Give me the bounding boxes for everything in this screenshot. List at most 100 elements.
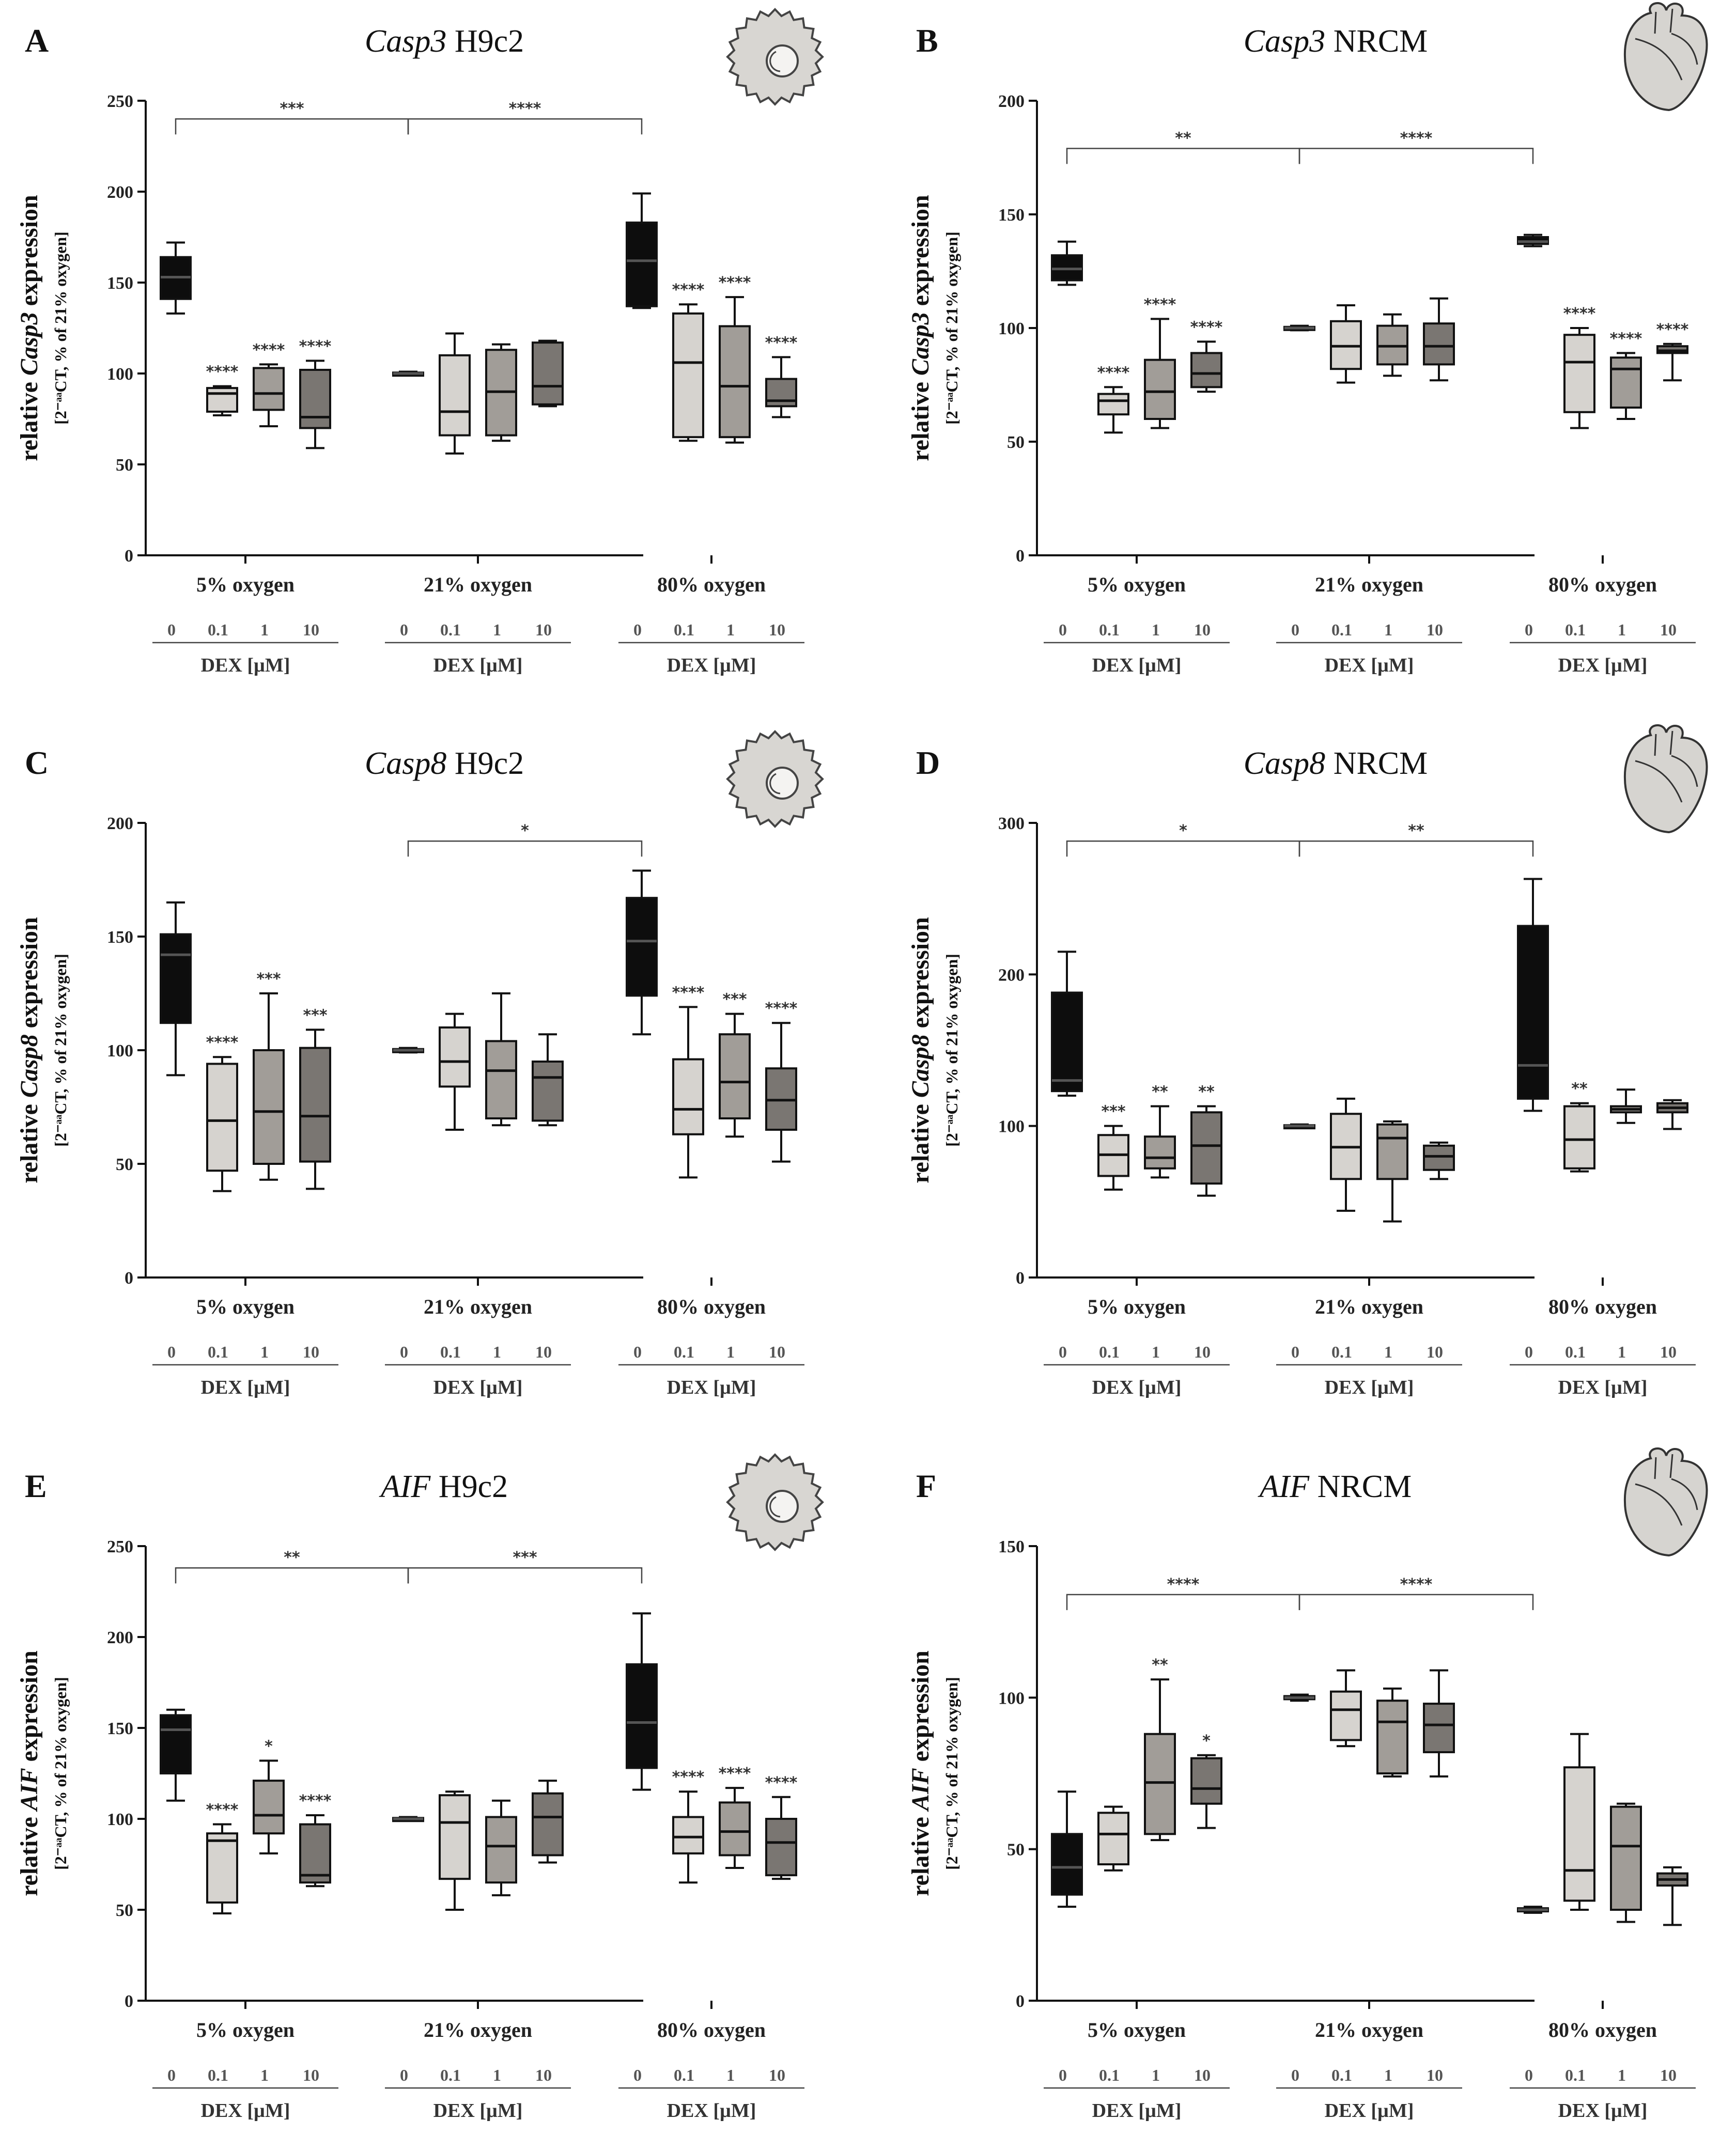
dose-label: 0 xyxy=(1291,2066,1299,2084)
significance-label: *** xyxy=(303,1006,327,1024)
significance-label: **** xyxy=(765,1774,798,1792)
box xyxy=(253,1780,285,1835)
dose-label: 10 xyxy=(769,1343,785,1361)
box-plot xyxy=(532,339,564,408)
dose-label: 10 xyxy=(1194,2066,1211,2084)
y-tick-label: 100 xyxy=(107,1041,133,1061)
y-axis-label: relative Casp3 expression xyxy=(907,195,934,461)
group-label: 80% oxygen xyxy=(657,2018,766,2042)
dose-label: 1 xyxy=(1618,2066,1626,2084)
dex-label: DEX [µM] xyxy=(1325,1377,1414,1398)
significance-label: ** xyxy=(1152,1656,1168,1674)
dose-label: 0 xyxy=(1059,2066,1067,2084)
significance-label: *** xyxy=(722,991,747,1009)
dose-label: 10 xyxy=(535,1343,552,1361)
y-tick-label: 200 xyxy=(107,183,133,202)
box-plot: **** xyxy=(206,1034,239,1192)
bracket-label: * xyxy=(521,822,529,840)
y-tick-label: 100 xyxy=(107,365,133,384)
box-plot: ** xyxy=(1144,1656,1176,1842)
y-axis-label: relative Casp8 expression xyxy=(907,917,934,1183)
panel-letter: F xyxy=(916,1468,936,1504)
group-label: 21% oxygen xyxy=(424,573,532,596)
ylabel-pre: relative xyxy=(907,1098,934,1183)
panel-title: AIF NRCM xyxy=(1258,1469,1412,1504)
box xyxy=(1330,1690,1362,1741)
panel-letter: A xyxy=(25,22,49,59)
box-plot: **** xyxy=(765,1000,798,1163)
box-plot: **** xyxy=(672,984,705,1179)
panel-letter: E xyxy=(25,1468,47,1504)
box xyxy=(626,897,658,997)
box xyxy=(1144,359,1176,420)
box-plot xyxy=(626,869,658,1036)
box xyxy=(1610,356,1642,409)
box-plot xyxy=(1517,878,1549,1112)
box xyxy=(1097,393,1129,416)
dose-label: 1 xyxy=(260,2066,269,2084)
significance-label: ** xyxy=(1152,1083,1168,1101)
title-cell: H9c2 xyxy=(455,24,524,59)
dex-label: DEX [µM] xyxy=(667,1377,756,1398)
box xyxy=(1563,1105,1595,1170)
dose-label: 0.1 xyxy=(208,620,228,639)
title-gene: Casp3 xyxy=(1244,24,1325,59)
dose-label: 1 xyxy=(493,1343,501,1361)
box-plot xyxy=(1283,324,1315,332)
box xyxy=(1190,352,1222,388)
box xyxy=(719,325,751,439)
significance-label: ** xyxy=(1571,1080,1588,1098)
significance-bracket xyxy=(1066,148,1300,164)
y-tick-label: 300 xyxy=(998,814,1025,833)
heart-icon xyxy=(1623,1447,1708,1557)
dose-label: 1 xyxy=(493,620,501,639)
y-tick-label: 0 xyxy=(125,547,133,566)
significance-label: **** xyxy=(253,341,285,359)
dex-label: DEX [µM] xyxy=(201,2100,290,2122)
significance-label: **** xyxy=(1610,330,1642,348)
significance-label: **** xyxy=(299,1792,332,1810)
y-axis-label: relative AIF expression xyxy=(16,1650,43,1896)
significance-label: * xyxy=(265,1737,273,1755)
group-label: 21% oxygen xyxy=(1315,573,1423,596)
box xyxy=(1097,1812,1129,1865)
y-axis-sublabel: [2⁻ᵃᵃCT, % of 21% oxygen] xyxy=(942,231,961,425)
heart-vessels xyxy=(1635,1454,1698,1526)
dose-label: 1 xyxy=(1384,620,1392,639)
heart-outline xyxy=(1623,2,1708,112)
dose-label: 10 xyxy=(1427,2066,1443,2084)
group-label: 5% oxygen xyxy=(1088,2018,1186,2042)
box xyxy=(160,933,192,1024)
heart-outline xyxy=(1623,1447,1708,1557)
significance-label: *** xyxy=(256,970,281,988)
box-plot xyxy=(392,370,424,377)
significance-label: **** xyxy=(765,334,798,352)
box xyxy=(439,1026,471,1088)
dose-label: 10 xyxy=(303,1343,319,1361)
significance-label: **** xyxy=(1144,295,1176,314)
box xyxy=(1563,1766,1595,1902)
box-plot xyxy=(485,343,517,442)
title-cell: NRCM xyxy=(1318,1469,1412,1504)
significance-bracket xyxy=(1298,148,1534,164)
bracket-label: *** xyxy=(280,100,304,118)
title-space xyxy=(446,746,455,781)
y-tick-label: 0 xyxy=(125,1269,133,1288)
dose-label: 0 xyxy=(1291,1343,1299,1361)
significance-label: **** xyxy=(672,984,705,1002)
title-cell: H9c2 xyxy=(455,746,524,781)
y-tick-label: 250 xyxy=(107,92,133,111)
dose-label: 0.1 xyxy=(1565,620,1586,639)
y-tick-label: 100 xyxy=(107,1810,133,1829)
significance-label: ** xyxy=(1198,1083,1215,1101)
significance-bracket xyxy=(1066,1594,1300,1610)
significance-label: **** xyxy=(1656,321,1689,339)
box-plot: * xyxy=(253,1737,285,1855)
box-plot xyxy=(1283,1123,1315,1130)
significance-label: **** xyxy=(206,1801,239,1819)
box xyxy=(1563,334,1595,413)
dose-label: 0 xyxy=(1059,620,1067,639)
